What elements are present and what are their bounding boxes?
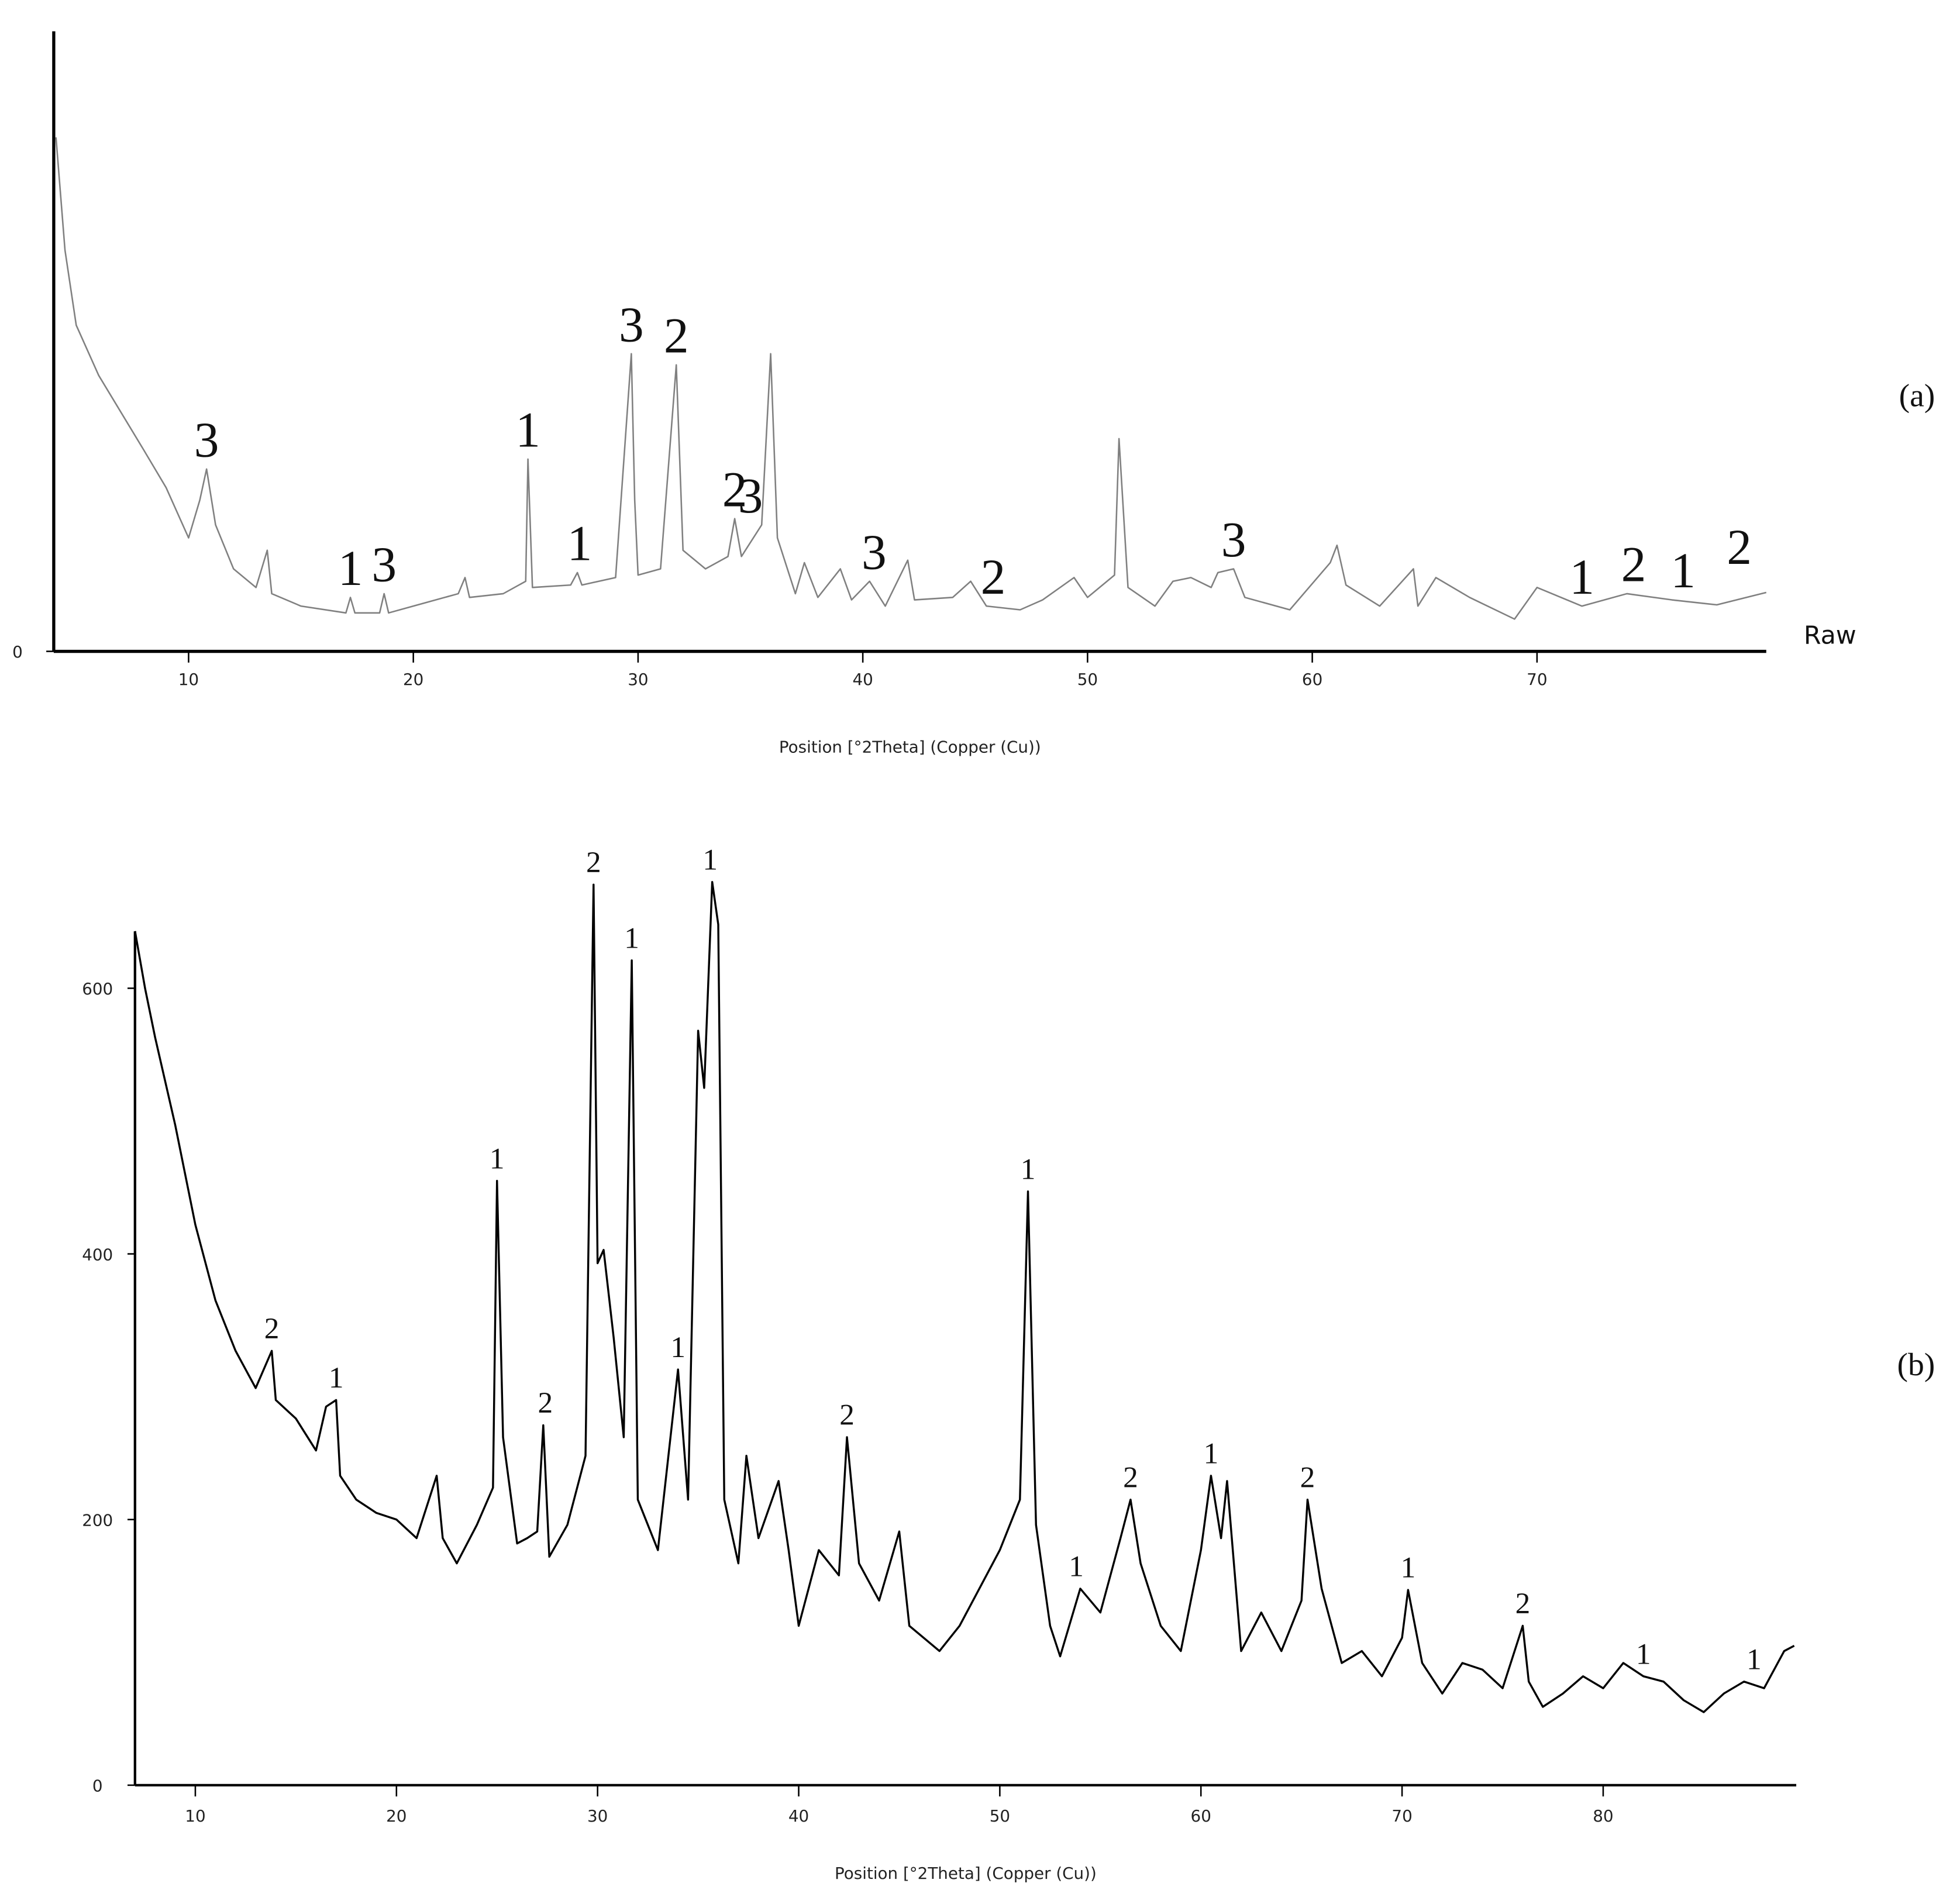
peak-label: 2 bbox=[538, 1386, 553, 1420]
y-tick-label: 0 bbox=[12, 642, 23, 662]
x-tick-label: 70 bbox=[1391, 1806, 1412, 1826]
x-tick-label: 40 bbox=[852, 670, 873, 689]
peak-label: 2 bbox=[1621, 538, 1646, 593]
peak-label: 1 bbox=[1670, 543, 1696, 598]
x-tick-label: 10 bbox=[185, 1806, 205, 1826]
peak-label: 1 bbox=[338, 541, 363, 596]
x-tick-label: 60 bbox=[1302, 670, 1322, 689]
peak-label: 1 bbox=[1021, 1153, 1036, 1186]
peak-label: 2 bbox=[839, 1399, 855, 1432]
y-tick-label: 400 bbox=[82, 1245, 113, 1264]
peak-label: 2 bbox=[1300, 1461, 1315, 1494]
x-tick-label: 30 bbox=[587, 1806, 608, 1826]
x-tick-label: 20 bbox=[386, 1806, 407, 1826]
peak-label: 1 bbox=[515, 403, 540, 458]
peak-label: 1 bbox=[1069, 1550, 1084, 1583]
x-tick-label: 70 bbox=[1527, 670, 1547, 689]
peak-label: 3 bbox=[1221, 512, 1246, 567]
peak-label: 1 bbox=[670, 1331, 686, 1364]
peak-label: 2 bbox=[586, 846, 601, 879]
peak-label: 1 bbox=[1747, 1643, 1762, 1676]
peak-label: 3 bbox=[738, 469, 763, 524]
y-tick-label: 600 bbox=[82, 979, 113, 999]
peak-label: 3 bbox=[619, 297, 644, 352]
x-tick-label: 40 bbox=[788, 1806, 809, 1826]
peak-label: 3 bbox=[371, 538, 397, 593]
x-axis-title: Position [°2Theta] (Copper (Cu)) bbox=[835, 1864, 1097, 1883]
x-tick-label: 50 bbox=[1077, 670, 1098, 689]
x-tick-label: 10 bbox=[178, 670, 199, 689]
peak-label: 3 bbox=[194, 413, 219, 468]
panel-label: (a) bbox=[1899, 378, 1935, 414]
peak-label: 2 bbox=[264, 1312, 280, 1345]
y-tick-label: 200 bbox=[82, 1510, 113, 1530]
peak-label: 2 bbox=[981, 550, 1006, 605]
x-tick-label: 20 bbox=[403, 670, 423, 689]
peak-label: 1 bbox=[702, 843, 718, 876]
x-tick-label: 60 bbox=[1191, 1806, 1211, 1826]
peak-label: 2 bbox=[664, 308, 689, 363]
peak-label: 1 bbox=[624, 921, 639, 955]
series-label: Raw bbox=[1804, 621, 1856, 650]
peak-label: 3 bbox=[862, 525, 887, 580]
x-tick-label: 80 bbox=[1593, 1806, 1613, 1826]
peak-label: 1 bbox=[1204, 1437, 1219, 1470]
peak-label: 2 bbox=[1727, 520, 1752, 575]
peak-label: 2 bbox=[1123, 1461, 1138, 1494]
peak-label: 1 bbox=[567, 517, 593, 571]
data-line bbox=[134, 881, 1795, 1713]
peak-label: 1 bbox=[329, 1361, 344, 1395]
peak-label: 1 bbox=[490, 1142, 505, 1175]
peak-label: 2 bbox=[1515, 1587, 1531, 1620]
x-axis-title: Position [°2Theta] (Copper (Cu)) bbox=[779, 738, 1041, 757]
peak-label: 1 bbox=[1401, 1551, 1416, 1585]
panel-label: (b) bbox=[1897, 1347, 1935, 1383]
peak-label: 2 bbox=[722, 462, 748, 517]
x-tick-label: 50 bbox=[990, 1806, 1010, 1826]
peak-label: 1 bbox=[1569, 550, 1594, 605]
y-tick-label: 0 bbox=[92, 1776, 103, 1796]
data-line bbox=[55, 137, 1767, 620]
peak-label: 1 bbox=[1636, 1637, 1651, 1671]
x-tick-label: 30 bbox=[628, 670, 648, 689]
